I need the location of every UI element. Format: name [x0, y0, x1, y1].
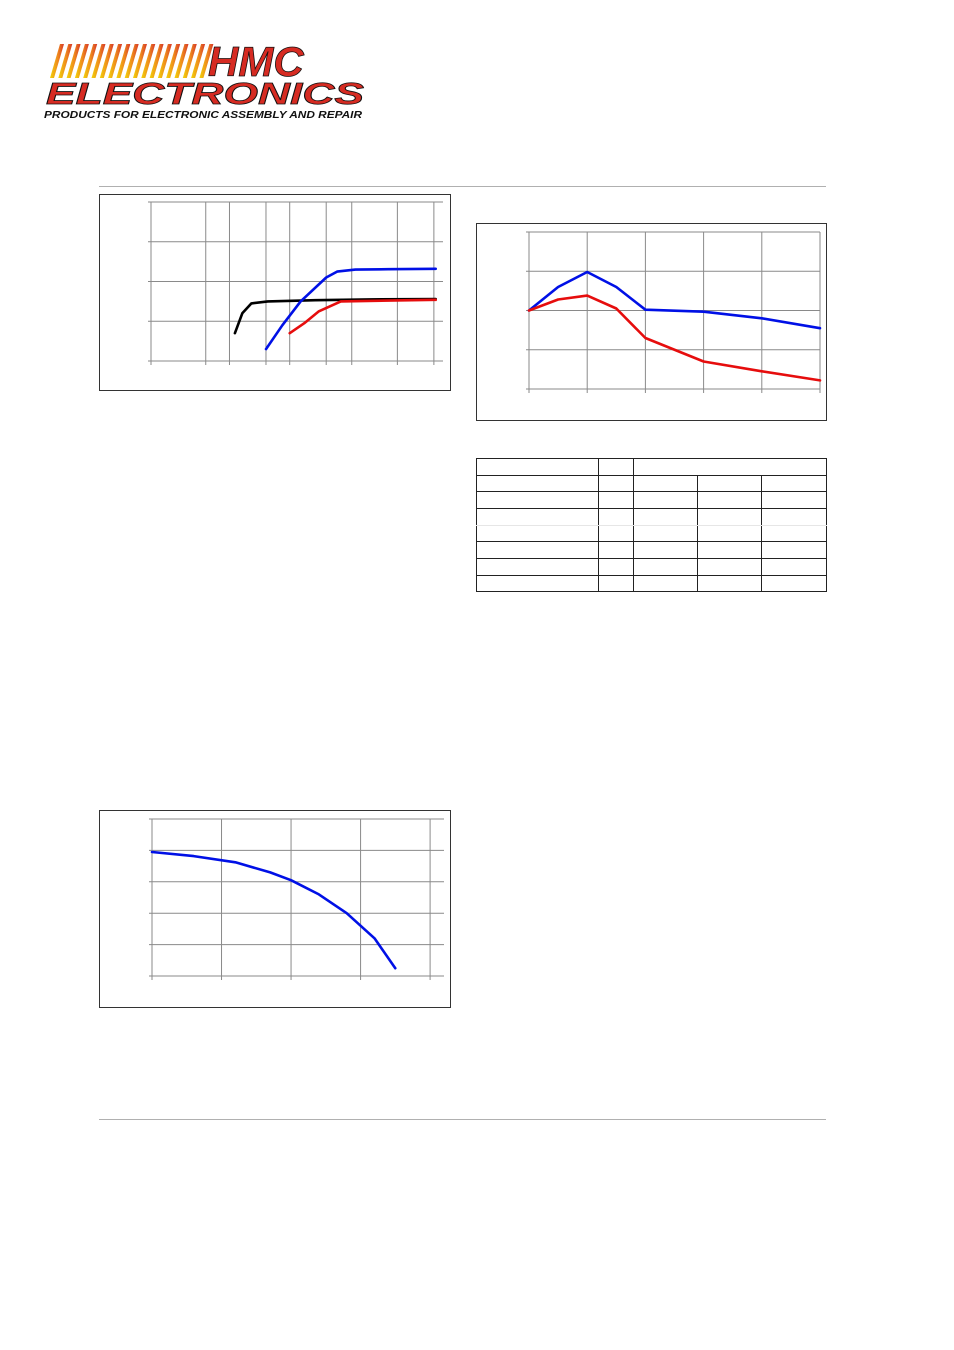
- table-cell: [760, 575, 828, 592]
- table-row: [476, 475, 828, 492]
- table-cell: [760, 525, 828, 542]
- chart-top-right-plot: [526, 231, 822, 393]
- spec-table: [476, 458, 828, 592]
- series-line-1: [527, 270, 822, 330]
- table-cell: [760, 558, 828, 576]
- footer-divider: [99, 1119, 826, 1120]
- table-cell: [476, 475, 599, 492]
- table-row: [476, 508, 828, 526]
- table-cell: [633, 541, 698, 559]
- series-line-3: [288, 298, 437, 335]
- table-cell: [760, 491, 828, 509]
- table-cell: [697, 525, 762, 542]
- table-cell: [633, 558, 698, 576]
- logo-tagline: PRODUCTS FOR ELECTRONIC ASSEMBLY AND REP…: [44, 109, 362, 121]
- table-cell: [598, 475, 634, 492]
- table-cell: [632, 458, 828, 476]
- logo-stripe: [191, 44, 206, 78]
- table-cell: [760, 475, 828, 492]
- logo-stripes: [50, 44, 214, 78]
- chart-bottom-left-plot: [149, 818, 444, 980]
- hmc-electronics-logo: HMC ELECTRONICS PRODUCTS FOR ELECTRONIC …: [44, 38, 365, 121]
- table-cell: [633, 525, 698, 542]
- header-divider: [99, 186, 826, 187]
- logo-stripe: [149, 44, 164, 78]
- logo-stripe: [182, 44, 197, 78]
- logo-stripe: [133, 44, 147, 78]
- table-cell: [633, 475, 698, 492]
- table-row: [476, 541, 828, 559]
- logo-stripe: [74, 44, 89, 78]
- table-cell: [598, 458, 634, 476]
- chart-bottom-left: [99, 810, 451, 1008]
- table-cell: [476, 508, 599, 526]
- logo-stripe: [116, 44, 131, 78]
- logo-stripe: [166, 44, 181, 78]
- table-cell: [633, 508, 698, 526]
- table-cell: [598, 558, 634, 576]
- logo-brand-line1: HMC: [208, 38, 304, 85]
- table-cell: [697, 491, 762, 509]
- logo-stripe: [83, 44, 98, 78]
- table-cell: [760, 508, 828, 526]
- table-cell: [697, 558, 762, 576]
- table-cell: [760, 541, 828, 559]
- logo-stripe: [157, 44, 172, 78]
- logo-stripe: [199, 44, 214, 78]
- chart-top-left-plot: [148, 201, 443, 365]
- table-cell: [476, 458, 599, 476]
- table-cell: [598, 508, 634, 526]
- table-cell: [476, 525, 599, 542]
- table-cell: [598, 575, 634, 592]
- series-line-2: [264, 267, 437, 351]
- logo-stripe: [50, 44, 64, 78]
- logo-stripe: [141, 44, 156, 78]
- table-cell: [598, 491, 634, 509]
- logo-stripe: [108, 44, 123, 78]
- chart-top-right: [476, 223, 827, 421]
- table-row: [476, 558, 828, 576]
- table-cell: [697, 475, 762, 492]
- table-row: [476, 575, 828, 592]
- logo-stripe: [99, 44, 114, 78]
- series-line-1: [233, 297, 437, 335]
- table-cell: [476, 575, 599, 592]
- table-cell: [633, 491, 698, 509]
- logo-brand-line2: ELECTRONICS: [46, 76, 364, 111]
- table-cell: [697, 541, 762, 559]
- logo-stripe: [174, 44, 189, 78]
- table-cell: [476, 491, 599, 509]
- table-row: [476, 491, 828, 509]
- table-cell: [697, 508, 762, 526]
- table-cell: [598, 541, 634, 559]
- table-row: [476, 525, 828, 542]
- series-line-2: [527, 294, 822, 382]
- table-cell: [476, 558, 599, 576]
- table-row: [476, 458, 828, 476]
- table-cell: [697, 575, 762, 592]
- table-cell: [598, 525, 634, 542]
- chart-top-left: [99, 194, 451, 391]
- logo-stripe: [66, 44, 81, 78]
- logo-stripe: [91, 44, 106, 78]
- series-line-1: [150, 850, 397, 970]
- logo-stripe: [58, 44, 73, 78]
- table-cell: [633, 575, 698, 592]
- logo-stripe: [124, 44, 139, 78]
- table-cell: [476, 541, 599, 559]
